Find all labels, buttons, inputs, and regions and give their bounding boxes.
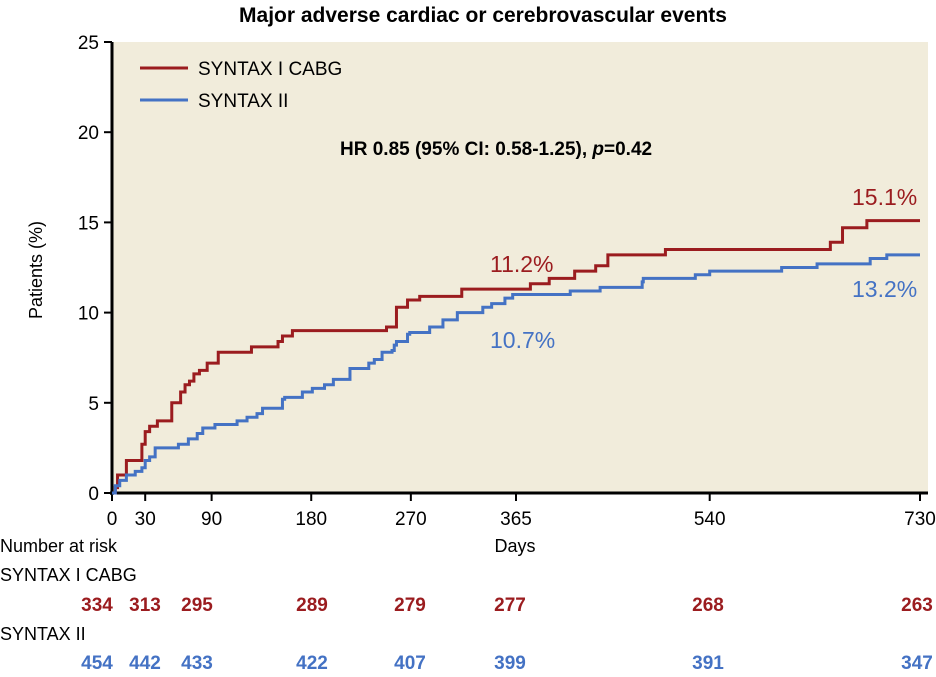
y-tick-label: 15 <box>78 213 99 234</box>
risk-count: 334 <box>81 595 113 616</box>
legend-label-cabg: SYNTAX I CABG <box>198 59 342 80</box>
axes: 0 5 10 15 20 25 0 30 90 180 270 365 540 730 <box>78 33 936 530</box>
legend-label-syntax2: SYNTAX II <box>198 91 288 112</box>
hr-text: HR 0.85 (95% CI: 0.58-1.25), <box>340 139 592 160</box>
x-tick-label: 270 <box>395 509 427 530</box>
curve-end-label: 10.7% <box>490 327 555 353</box>
curves: 11.2% 15.1% 10.7% 13.2% <box>112 184 920 495</box>
risk-count: 422 <box>296 653 328 674</box>
risk-count: 347 <box>901 653 933 674</box>
risk-count: 442 <box>129 653 161 674</box>
p-symbol: p <box>591 139 604 160</box>
p-value: =0.42 <box>604 139 652 160</box>
risk-count: 263 <box>901 595 933 616</box>
risk-count: 295 <box>181 595 213 616</box>
risk-count: 433 <box>181 653 213 674</box>
hazard-ratio-annotation: HR 0.85 (95% CI: 0.58-1.25), p=0.42 <box>340 139 652 160</box>
risk-row-label-syntax2: SYNTAX II <box>0 624 86 644</box>
y-tick-label: 20 <box>78 123 99 144</box>
legend: SYNTAX I CABG SYNTAX II <box>140 59 342 112</box>
y-axis-label: Patients (%) <box>26 221 46 319</box>
x-axis-label: Days <box>494 536 535 556</box>
km-curve-syntax2 <box>112 253 920 495</box>
risk-row-label-cabg: SYNTAX I CABG <box>0 565 137 585</box>
curve-end-label: 11.2% <box>490 251 554 277</box>
risk-table-title: Number at risk <box>0 536 118 556</box>
risk-count: 289 <box>296 595 328 616</box>
km-curve-cabg <box>112 219 920 495</box>
risk-count: 407 <box>394 653 426 674</box>
x-tick-label: 365 <box>500 509 532 530</box>
y-tick-label: 25 <box>78 33 99 54</box>
risk-count: 279 <box>394 595 426 616</box>
risk-count: 399 <box>494 653 526 674</box>
curve-end-label: 15.1% <box>852 184 917 210</box>
x-tick-label: 540 <box>694 509 726 530</box>
chart-title: Major adverse cardiac or cerebrovascular… <box>239 4 727 27</box>
y-tick-label: 0 <box>88 484 99 505</box>
risk-count: 277 <box>494 595 526 616</box>
x-tick-label: 0 <box>107 509 118 530</box>
x-tick-label: 30 <box>135 509 156 530</box>
risk-count: 313 <box>129 595 161 616</box>
risk-table: Number at risk SYNTAX I CABG SYNTAX II 3… <box>0 536 933 674</box>
risk-count: 454 <box>81 653 113 674</box>
y-tick-label: 5 <box>88 394 99 415</box>
x-tick-label: 90 <box>201 509 222 530</box>
risk-count: 391 <box>692 653 724 674</box>
x-tick-label: 180 <box>295 509 327 530</box>
y-tick-label: 10 <box>78 304 99 325</box>
risk-count: 268 <box>692 595 724 616</box>
x-tick-label: 730 <box>904 509 936 530</box>
curve-end-label: 13.2% <box>852 276 917 302</box>
